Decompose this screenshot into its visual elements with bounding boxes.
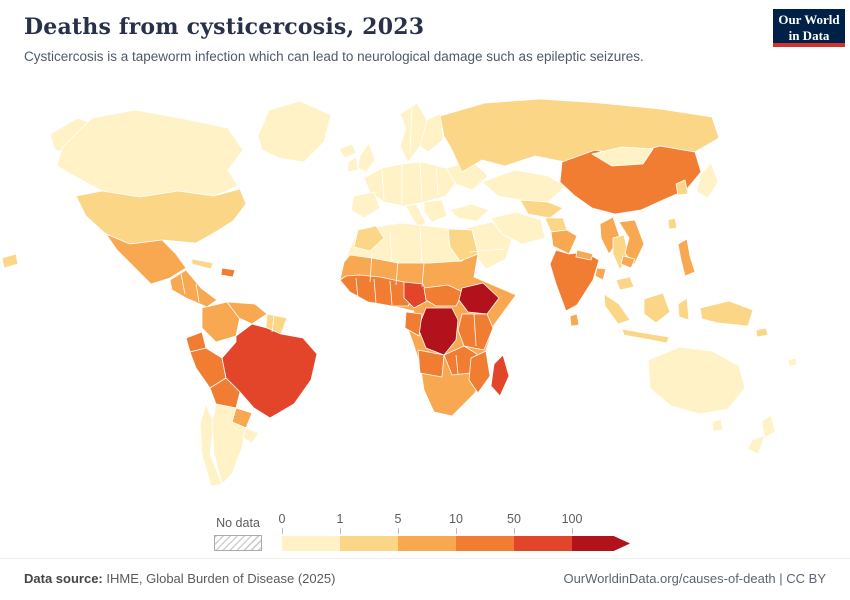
region-hispaniola[interactable]	[220, 267, 236, 278]
island-sulawesi[interactable]	[677, 297, 690, 321]
data-source: Data source: IHME, Global Burden of Dise…	[24, 571, 335, 586]
color-scale: 0 1 5 10 50 100	[278, 512, 634, 551]
country-iceland[interactable]	[338, 143, 357, 159]
scale-tickmark	[282, 528, 283, 534]
country-malaysia[interactable]	[615, 276, 635, 291]
scale-tick-50: 50	[507, 512, 521, 526]
country-japan[interactable]	[696, 162, 719, 199]
owid-logo-accent	[773, 43, 845, 47]
country-iran[interactable]	[490, 211, 546, 245]
country-mongolia[interactable]	[591, 146, 654, 167]
scale-tickmark	[572, 528, 573, 534]
map-legend: No data 0 1 5 10 50 100	[214, 512, 634, 551]
island-fiji[interactable]	[787, 357, 798, 367]
island-java[interactable]	[621, 328, 670, 344]
country-new-zealand-south[interactable]	[747, 434, 766, 455]
country-usa[interactable]	[75, 188, 247, 245]
country-cambodia[interactable]	[620, 255, 636, 269]
region-congo-gabon[interactable]	[404, 311, 423, 337]
country-turkey[interactable]	[449, 203, 490, 222]
data-source-text: IHME, Global Burden of Disease (2025)	[102, 571, 336, 586]
country-kazakhstan[interactable]	[481, 169, 567, 203]
country-argentina[interactable]	[211, 403, 247, 485]
country-brazil[interactable]	[221, 323, 318, 419]
chart-footer: Data source: IHME, Global Burden of Dise…	[0, 558, 850, 600]
island-solomon[interactable]	[755, 327, 769, 338]
scale-tickmark	[456, 528, 457, 534]
chart-subtitle: Cysticercosis is a tapeworm infection wh…	[24, 49, 644, 64]
country-angola[interactable]	[417, 349, 445, 378]
color-scale-bar	[282, 536, 630, 551]
world-map-svg	[1, 98, 798, 487]
country-nigeria[interactable]	[403, 281, 430, 309]
country-bangladesh[interactable]	[594, 267, 607, 281]
scale-tickmark	[340, 528, 341, 534]
country-mexico[interactable]	[105, 233, 187, 285]
owid-logo-line1: Our World	[778, 12, 840, 28]
no-data-label: No data	[216, 516, 260, 530]
country-ireland[interactable]	[347, 156, 359, 173]
island-tasmania[interactable]	[711, 418, 724, 432]
country-philippines[interactable]	[677, 238, 696, 277]
legend-segment-50-100[interactable]	[514, 536, 572, 551]
scale-tickmark	[514, 528, 515, 534]
country-finland[interactable]	[419, 112, 444, 153]
owid-link[interactable]: OurWorldinData.org/causes-of-death | CC …	[563, 571, 826, 586]
chart-header: Deaths from cysticercosis, 2023 Cysticer…	[24, 14, 750, 66]
region-cameroon-car[interactable]	[423, 284, 464, 307]
owid-logo[interactable]: Our World in Data	[773, 9, 845, 47]
country-canada[interactable]	[56, 109, 244, 198]
no-data-legend: No data	[214, 516, 262, 551]
country-morocco[interactable]	[353, 225, 385, 252]
scale-tick-100: 100	[561, 512, 583, 526]
scale-tickmark	[398, 528, 399, 534]
legend-segment-5-10[interactable]	[398, 536, 456, 551]
country-uruguay[interactable]	[242, 427, 260, 444]
country-greenland[interactable]	[257, 100, 332, 163]
region-scandinavia[interactable]	[399, 102, 428, 163]
country-mozambique[interactable]	[468, 350, 491, 394]
region-western-europe[interactable]	[363, 161, 457, 207]
country-cuba[interactable]	[191, 258, 214, 270]
data-source-label: Data source:	[24, 571, 103, 586]
region-balkans[interactable]	[423, 199, 448, 223]
legend-segment-100-plus-arrow[interactable]	[572, 536, 630, 551]
country-afghanistan[interactable]	[544, 217, 568, 233]
scale-tick-1: 1	[336, 512, 344, 526]
country-nepal[interactable]	[575, 249, 594, 261]
country-pakistan[interactable]	[550, 229, 578, 255]
island-sumatra[interactable]	[603, 293, 631, 325]
country-venezuela[interactable]	[226, 301, 268, 325]
island-borneo[interactable]	[643, 292, 671, 324]
region-vietnam-laos[interactable]	[618, 219, 645, 266]
country-sri-lanka[interactable]	[569, 313, 580, 327]
region-central-america[interactable]	[169, 269, 218, 308]
island-pacific[interactable]	[1, 253, 19, 269]
region-iberia[interactable]	[350, 191, 381, 219]
scale-tick-10: 10	[449, 512, 463, 526]
legend-segment-1-5[interactable]	[340, 536, 398, 551]
world-map	[0, 88, 850, 496]
country-borders-overlay	[180, 107, 505, 375]
scale-tick-5: 5	[394, 512, 402, 526]
no-data-swatch[interactable]	[214, 535, 262, 551]
region-central-asia[interactable]	[519, 199, 564, 219]
country-egypt[interactable]	[447, 228, 479, 262]
legend-segment-10-50[interactable]	[456, 536, 514, 551]
owid-logo-line2: in Data	[788, 28, 830, 43]
island-new-guinea[interactable]	[699, 300, 754, 327]
country-uk[interactable]	[357, 142, 376, 173]
page-title: Deaths from cysticercosis, 2023	[24, 14, 425, 40]
scale-tick-0: 0	[278, 512, 286, 526]
legend-segment-0-1[interactable]	[282, 536, 340, 551]
region-korea[interactable]	[675, 179, 689, 196]
country-taiwan[interactable]	[667, 217, 678, 230]
country-australia[interactable]	[647, 346, 746, 415]
country-new-zealand-north[interactable]	[761, 414, 776, 439]
country-madagascar[interactable]	[490, 354, 510, 397]
